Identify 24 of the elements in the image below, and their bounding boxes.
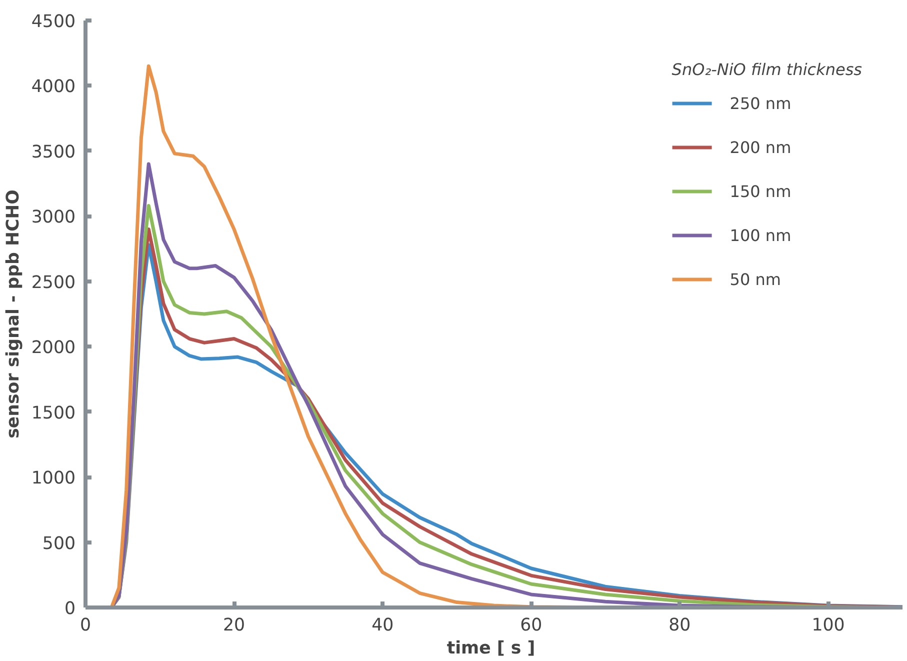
y-tick-label: 4000 bbox=[31, 77, 76, 98]
y-tick-label: 2500 bbox=[31, 272, 76, 293]
x-tick-label: 100 bbox=[812, 616, 845, 636]
legend-label: 100 nm bbox=[730, 226, 792, 244]
y-tick-label: 0 bbox=[64, 599, 76, 619]
x-tick-label: 80 bbox=[668, 616, 691, 636]
legend-label: 250 nm bbox=[730, 94, 792, 112]
x-tick-label: 20 bbox=[223, 616, 246, 636]
legend-title: SnO₂-NiO film thickness bbox=[672, 60, 862, 79]
x-axis-title: time [ s ] bbox=[446, 638, 536, 658]
legend-label: 50 nm bbox=[730, 270, 781, 288]
y-tick-label: 1500 bbox=[31, 403, 76, 424]
y-tick-label: 3000 bbox=[31, 208, 76, 228]
legend-label: 150 nm bbox=[730, 182, 792, 200]
y-tick-label: 500 bbox=[42, 534, 76, 554]
x-tick-label: 0 bbox=[80, 616, 92, 636]
y-tick-label: 3500 bbox=[31, 142, 76, 162]
y-tick-label: 1000 bbox=[31, 468, 76, 489]
y-axis-title: sensor signal - ppb HCHO bbox=[3, 190, 24, 438]
x-tick-label: 60 bbox=[520, 616, 542, 636]
legend-label: 200 nm bbox=[730, 138, 792, 156]
y-tick-label: 4500 bbox=[31, 12, 76, 32]
y-tick-label: 2000 bbox=[31, 338, 76, 358]
x-tick-label: 40 bbox=[372, 616, 394, 636]
